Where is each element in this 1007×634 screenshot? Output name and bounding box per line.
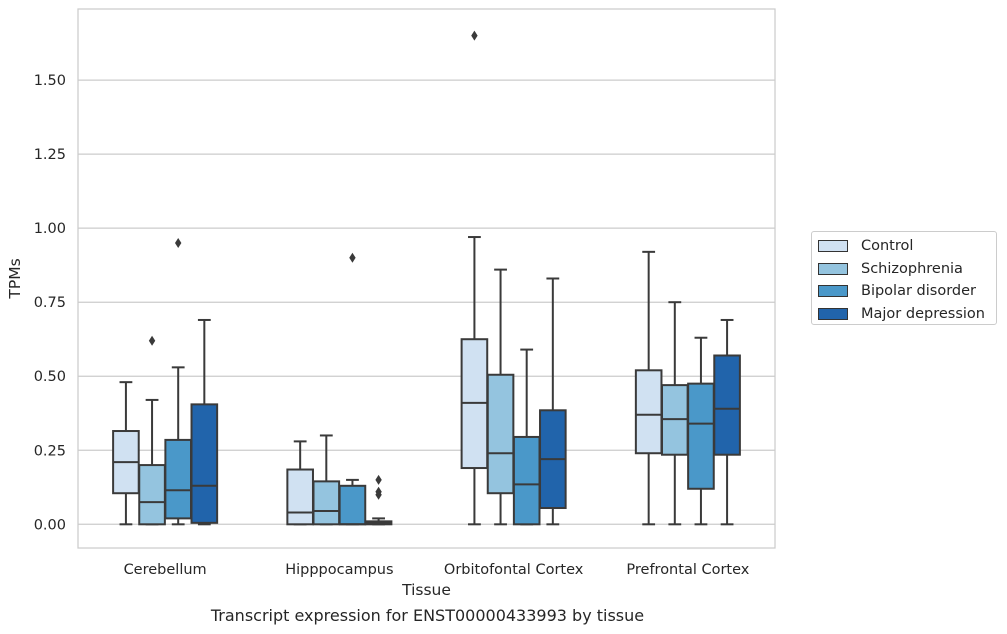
y-axis-title: TPMs	[6, 258, 24, 299]
box-3-3	[713, 318, 741, 526]
legend: Control Schizophrenia Bipolar disorder M…	[811, 231, 997, 325]
legend-label-schizophrenia: Schizophrenia	[861, 260, 963, 277]
iqr-box	[138, 464, 166, 526]
outlier-point	[375, 489, 382, 500]
box-0-1	[138, 335, 166, 526]
box-0-3	[190, 318, 219, 526]
box-0-2	[164, 237, 193, 526]
outlier-point	[148, 335, 156, 346]
iqr-box	[512, 435, 541, 526]
legend-label-control: Control	[861, 238, 914, 255]
iqr-box	[687, 382, 715, 490]
y-axis-ticks: 0.00 0.25 0.50 0.75 1.00 1.25 1.50	[34, 73, 66, 533]
box-3-0	[634, 250, 663, 526]
outlier-point	[471, 30, 478, 41]
x-axis-title: Tissue	[401, 581, 451, 599]
legend-swatch-major-depression	[818, 307, 848, 320]
legend-item-major-depression: Major depression	[818, 303, 996, 326]
x-tick-label: Hipppocampus	[285, 562, 393, 578]
box-1-2	[338, 252, 367, 526]
x-tick-label: Prefrontal Cortex	[626, 562, 749, 578]
x-axis-ticks: Cerebellum Hipppocampus Orbitofontal Corte…	[124, 562, 750, 578]
iqr-box	[190, 403, 219, 524]
outlier-point	[349, 252, 356, 263]
iqr-box	[713, 354, 741, 456]
chart-title: Transcript expression for ENST0000043399…	[210, 606, 645, 625]
iqr-box	[286, 468, 314, 526]
legend-item-control: Control	[818, 235, 996, 258]
iqr-box	[486, 373, 515, 495]
box-1-1	[312, 434, 341, 526]
legend-item-bipolar-disorder: Bipolar disorder	[818, 280, 996, 303]
box-2-3	[539, 277, 567, 526]
y-tick-label: 0.00	[34, 517, 66, 533]
x-tick-label: Orbitofontal Cortex	[444, 562, 584, 578]
y-tick-label: 1.50	[34, 73, 66, 89]
box-2-1	[486, 268, 515, 526]
outlier-point	[375, 474, 382, 485]
x-tick-label: Cerebellum	[124, 562, 207, 578]
plot-area-frame	[77, 8, 776, 549]
iqr-box	[634, 369, 663, 455]
y-tick-label: 1.00	[34, 221, 66, 237]
y-tick-label: 0.25	[34, 443, 66, 459]
legend-swatch-bipolar-disorder	[818, 285, 848, 298]
box-0-0	[112, 381, 140, 526]
legend-label-major-depression: Major depression	[861, 305, 985, 322]
box-3-1	[660, 301, 689, 526]
box-2-0	[460, 30, 489, 526]
outlier-point	[174, 237, 182, 248]
box-2-2	[512, 348, 541, 526]
iqr-box	[312, 480, 341, 526]
box-1-3	[364, 474, 393, 526]
boxes-layer	[112, 30, 741, 526]
y-tick-label: 0.75	[34, 295, 66, 311]
iqr-box	[338, 484, 367, 526]
legend-label-bipolar-disorder: Bipolar disorder	[861, 283, 976, 300]
iqr-box	[164, 438, 193, 520]
legend-item-schizophrenia: Schizophrenia	[818, 258, 996, 281]
y-tick-label: 1.25	[34, 147, 66, 163]
y-tick-label: 0.50	[34, 369, 66, 385]
legend-swatch-schizophrenia	[818, 262, 848, 275]
box-1-0	[286, 440, 314, 526]
legend-swatch-control	[818, 240, 848, 253]
box-3-2	[687, 336, 715, 526]
